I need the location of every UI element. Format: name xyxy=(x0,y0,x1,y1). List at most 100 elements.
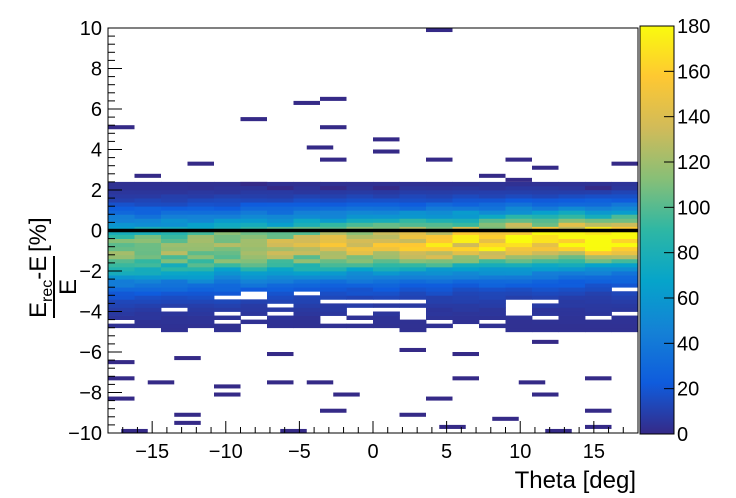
heatmap-sparse-cell xyxy=(280,428,307,433)
y-tick-label: −8 xyxy=(79,383,102,405)
heatmap-cell xyxy=(293,315,321,320)
heatmap-cell xyxy=(134,222,162,227)
heatmap-cell xyxy=(293,194,321,199)
heatmap-cell xyxy=(108,234,135,239)
heatmap-cell xyxy=(505,246,533,252)
heatmap-cell xyxy=(558,202,586,207)
heatmap-cell xyxy=(267,291,294,296)
heatmap-cell xyxy=(161,291,188,296)
heatmap-cell xyxy=(505,275,533,280)
heatmap-cell xyxy=(426,190,453,195)
colorbar-tick-label: 40 xyxy=(677,333,699,355)
heatmap-cell xyxy=(108,198,135,203)
heatmap-cell xyxy=(452,190,480,195)
heatmap-cell xyxy=(293,234,321,239)
heatmap-cell xyxy=(585,246,612,252)
heatmap-cell xyxy=(187,198,215,203)
y-axis-ticks: −10 −8 −6 −4 −2 0 2 4 6 8 10 xyxy=(68,18,122,445)
heatmap-cell xyxy=(558,295,586,300)
heatmap-cell xyxy=(505,295,533,300)
heatmap-cell xyxy=(505,323,533,329)
heatmap-cell xyxy=(452,275,480,280)
heatmap-cell xyxy=(346,214,374,219)
heatmap-cell xyxy=(267,323,294,329)
heatmap-cell xyxy=(373,238,400,244)
heatmap-cell xyxy=(452,206,480,211)
heatmap-cell xyxy=(479,262,506,268)
heatmap-cell xyxy=(293,198,321,203)
heatmap-cell xyxy=(267,275,294,280)
heatmap-cell xyxy=(585,226,612,231)
heatmap-cell xyxy=(585,198,612,203)
heatmap-sparse-cell xyxy=(373,149,400,154)
heatmap-cell xyxy=(134,311,162,316)
heatmap-sparse-cell xyxy=(174,356,201,361)
y-tick-label: −4 xyxy=(79,302,102,324)
heatmap-cell xyxy=(134,250,162,256)
heatmap-cell xyxy=(399,287,427,292)
heatmap-cell xyxy=(452,202,480,207)
heatmap-cell xyxy=(399,250,427,256)
heatmap-cell xyxy=(426,202,453,207)
heatmap-sparse-cell xyxy=(426,157,453,162)
heatmap-cell xyxy=(267,279,294,284)
heatmap-cell xyxy=(346,323,374,329)
heatmap-cell xyxy=(161,258,188,264)
heatmap-cell xyxy=(585,250,612,256)
heatmap-cell xyxy=(320,262,347,268)
heatmap-cell xyxy=(558,242,586,248)
y-tick-label: 10 xyxy=(80,18,102,40)
heatmap-cell xyxy=(558,250,586,256)
heatmap-cell xyxy=(108,303,135,308)
heatmap-cell xyxy=(479,287,506,292)
heatmap-cell xyxy=(611,266,639,272)
heatmap-cell xyxy=(108,299,135,304)
heatmap-cell xyxy=(532,295,559,300)
heatmap-cell xyxy=(187,262,215,268)
heatmap-cell xyxy=(134,230,162,235)
heatmap-cell xyxy=(161,315,188,320)
heatmap-cell xyxy=(479,299,506,304)
heatmap-cell xyxy=(293,185,321,191)
heatmap-cell xyxy=(399,234,427,239)
heatmap-sparse-cell xyxy=(585,424,612,429)
heatmap-cell xyxy=(240,311,268,316)
heatmap-cell xyxy=(214,303,241,308)
heatmap-cell xyxy=(585,254,612,260)
heatmap-cell xyxy=(134,181,162,187)
heatmap-cell xyxy=(187,181,215,187)
heatmap-cell xyxy=(479,323,506,329)
heatmap-cell xyxy=(505,242,533,248)
heatmap-cell xyxy=(134,303,162,308)
heatmap-cell xyxy=(426,291,453,296)
heatmap-cell xyxy=(479,258,506,264)
heatmap-cell xyxy=(161,295,188,300)
heatmap-cell xyxy=(426,315,453,320)
heatmap-cell xyxy=(611,181,639,187)
heatmap-sparse-cell xyxy=(108,396,135,401)
heatmap-cell xyxy=(320,190,347,195)
heatmap-cell xyxy=(426,242,453,248)
heatmap-cell xyxy=(214,210,241,215)
heatmap-cell xyxy=(611,315,639,320)
heatmap-cell xyxy=(585,190,612,195)
heatmap-cell xyxy=(134,307,162,312)
heatmap-cell xyxy=(108,279,135,284)
heatmap-cell xyxy=(240,275,268,280)
heatmap-cell xyxy=(267,210,294,215)
heatmap-cell xyxy=(320,307,347,312)
heatmap-cell xyxy=(214,202,241,207)
heatmap-cell xyxy=(505,287,533,292)
heatmap-cell xyxy=(585,210,612,215)
heatmap-cell xyxy=(187,210,215,215)
heatmap-cell xyxy=(479,246,506,252)
heatmap-cell xyxy=(240,218,268,223)
heatmap-cell xyxy=(267,283,294,288)
heatmap-cell xyxy=(134,238,162,244)
heatmap-cell xyxy=(373,266,400,272)
heatmap-cell xyxy=(611,303,639,308)
heatmap-cell xyxy=(505,327,533,333)
heatmap-cell xyxy=(426,254,453,260)
y-tick-label: −10 xyxy=(68,423,102,445)
heatmap-cell xyxy=(532,254,559,260)
